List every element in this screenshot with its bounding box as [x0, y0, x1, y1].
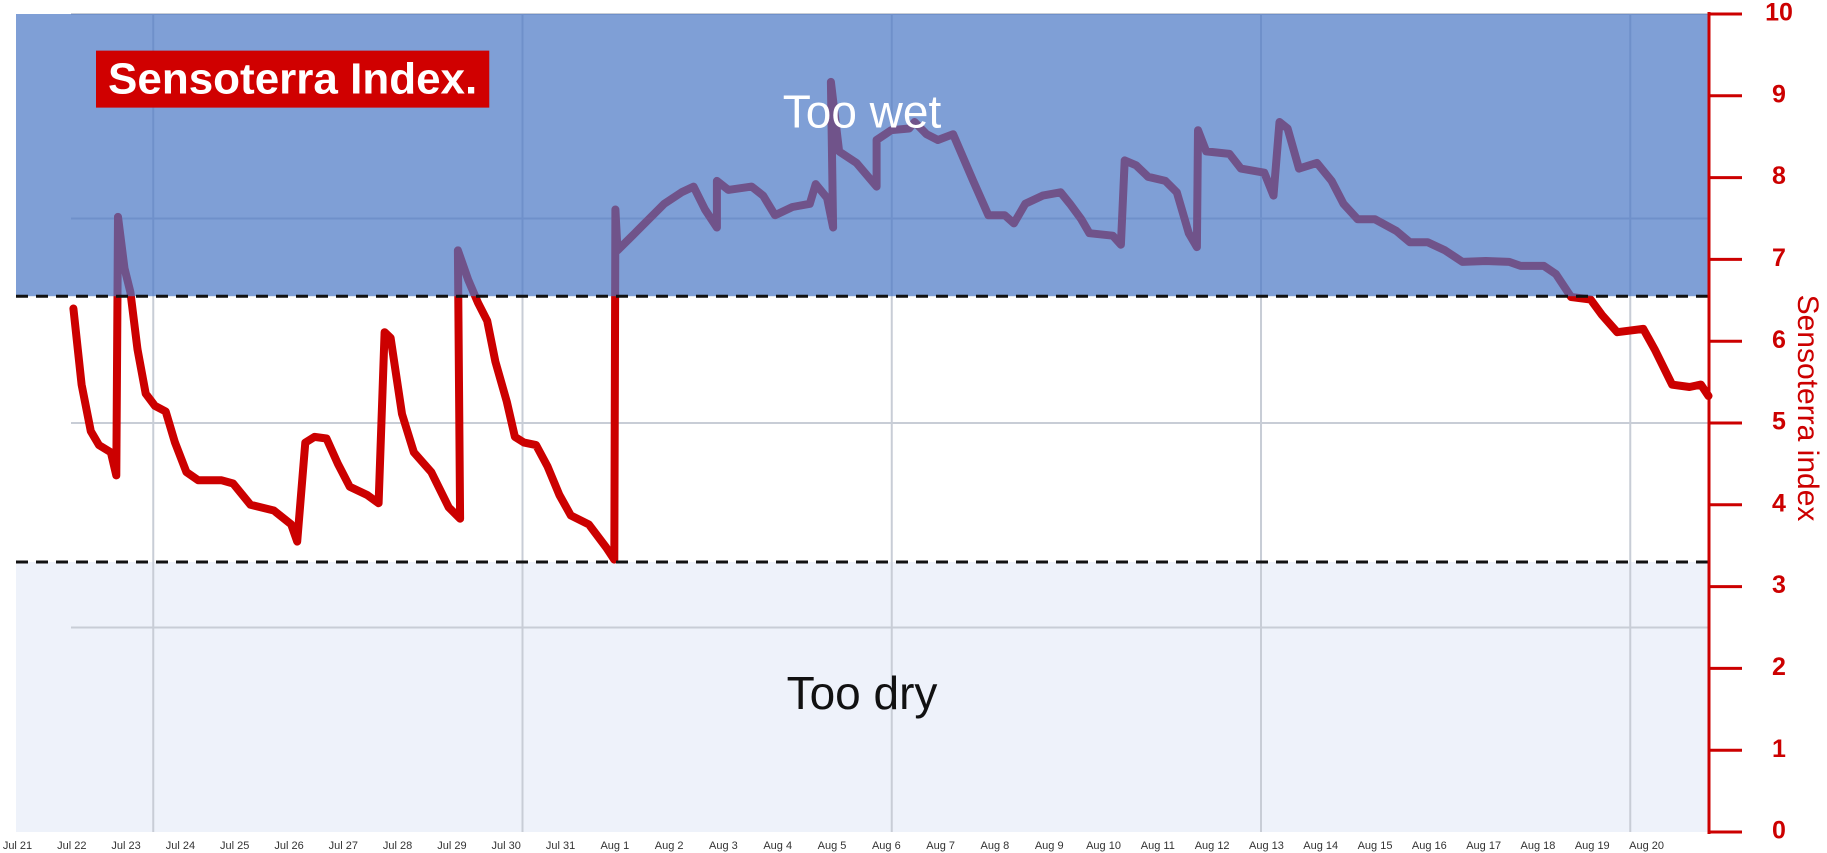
- x-tick-label: Jul 23: [111, 840, 140, 852]
- x-tick-label: Aug 12: [1195, 840, 1230, 852]
- title-background: [96, 50, 490, 108]
- x-tick-label: Aug 9: [1035, 840, 1064, 852]
- x-tick-label: Aug 7: [926, 840, 955, 852]
- x-tick-label: Jul 29: [437, 840, 466, 852]
- x-tick-label: Aug 18: [1521, 840, 1556, 852]
- x-tick-label: Aug 14: [1303, 840, 1338, 852]
- chart-title: Sensoterra Index.: [108, 55, 477, 104]
- x-tick-label: Jul 21: [3, 840, 32, 852]
- x-tick-label: Jul 24: [166, 840, 195, 852]
- y-tick-label: 3: [1772, 571, 1786, 599]
- x-tick-label: Aug 17: [1466, 840, 1501, 852]
- x-tick-label: Aug 1: [600, 840, 629, 852]
- x-tick-label: Aug 15: [1358, 840, 1393, 852]
- x-tick-label: Jul 27: [329, 840, 358, 852]
- y-tick-label: 4: [1772, 489, 1786, 517]
- x-tick-label: Jul 25: [220, 840, 249, 852]
- x-tick-label: Jul 22: [57, 840, 86, 852]
- x-tick-label: Jul 30: [492, 840, 521, 852]
- zone-label: Too dry: [787, 667, 938, 719]
- y-tick-label: 10: [1765, 0, 1793, 27]
- y-tick-label: 1: [1772, 735, 1786, 763]
- x-tick-label: Aug 19: [1575, 840, 1610, 852]
- x-tick-label: Aug 20: [1629, 840, 1664, 852]
- zones-layer: [16, 562, 1709, 832]
- y-tick-label: 9: [1772, 80, 1786, 108]
- y-tick-label: 5: [1772, 408, 1786, 436]
- x-tick-label: Aug 11: [1141, 840, 1175, 852]
- x-tick-label: Aug 8: [981, 840, 1010, 852]
- y-tick-label: 6: [1772, 326, 1786, 354]
- axis-layer: Too wet Too dry Jul 21 Jul 22 Jul 23 Jul 24 Ju…: [3, 0, 1824, 852]
- y-tick-label: 2: [1772, 653, 1786, 681]
- x-tick-label: Aug 16: [1412, 840, 1447, 852]
- zone-label: Too wet: [783, 85, 942, 137]
- x-tick-label: Jul 31: [546, 840, 575, 852]
- x-tick-label: Aug 2: [655, 840, 684, 852]
- y-tick-label: 7: [1772, 244, 1786, 272]
- x-tick-label: Jul 26: [274, 840, 303, 852]
- x-tick-label: Aug 10: [1086, 840, 1121, 852]
- y-axis-label: Sensoterra index: [1791, 295, 1824, 522]
- x-tick-label: Aug 5: [818, 840, 847, 852]
- x-tick-label: Aug 13: [1249, 840, 1284, 852]
- x-tick-label: Aug 3: [709, 840, 738, 852]
- y-tick-label: 0: [1772, 817, 1786, 845]
- zone-band: [16, 562, 1709, 832]
- x-tick-label: Aug 4: [763, 840, 792, 852]
- y-tick-label: 8: [1772, 162, 1786, 190]
- x-tick-label: Aug 6: [872, 840, 901, 852]
- x-tick-label: Jul 28: [383, 840, 412, 852]
